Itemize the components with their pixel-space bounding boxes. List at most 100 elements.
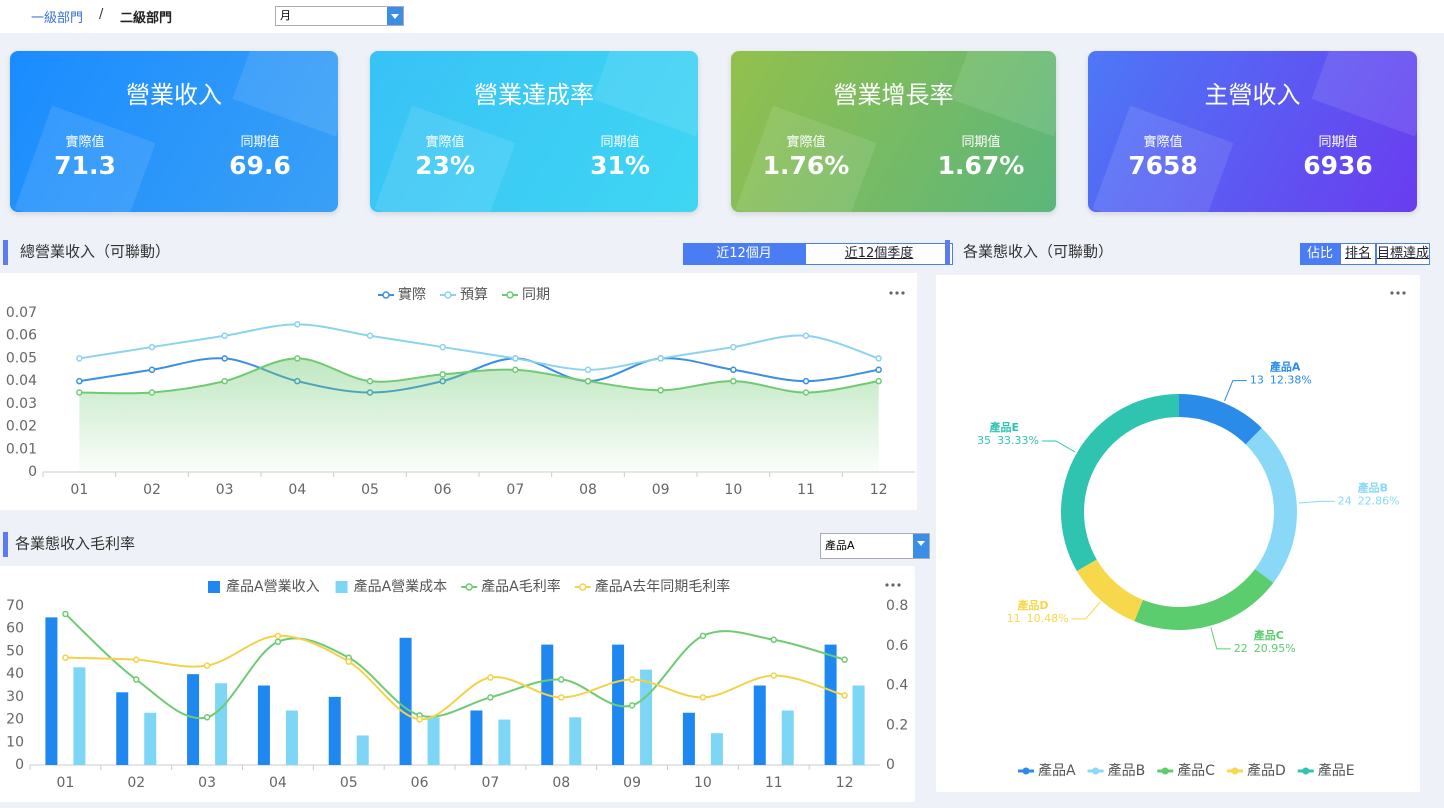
point — [221, 355, 228, 362]
pie-slice — [1076, 559, 1143, 622]
legend-label: 產品A去年同期毛利率 — [595, 578, 731, 595]
kpi-label: 實際值 — [65, 135, 105, 150]
slice-percent: 12.38% — [1270, 374, 1312, 387]
bar — [781, 710, 794, 765]
legend-label: 產品E — [1318, 762, 1355, 779]
x-tick-label: 01 — [57, 775, 75, 791]
point — [802, 389, 810, 396]
kpi-label: 實際值 — [425, 135, 465, 150]
point — [802, 377, 810, 385]
x-tick-label: 02 — [143, 482, 161, 498]
point — [841, 692, 848, 699]
period-select[interactable]: 月 — [275, 6, 404, 26]
tab[interactable]: 近12個月 — [683, 243, 805, 265]
y-tick-label: 0.05 — [6, 350, 37, 366]
line — [65, 634, 845, 721]
x-tick-label: 01 — [70, 482, 88, 498]
top-bar: 一級部門 / 二級部門 月 — [0, 0, 1444, 33]
slice-name: 產品D — [1016, 598, 1048, 612]
breadcrumb-link[interactable]: 一級部門 — [31, 11, 84, 26]
kpi-card: 營業收入 實際值 同期值 71.3 69.6 — [10, 51, 338, 212]
x-tick-label: 05 — [340, 775, 358, 791]
tab-group: 佔比 排名 目標達成 — [1300, 243, 1430, 265]
point — [133, 676, 140, 683]
tab[interactable]: 近12個季度 — [805, 243, 953, 265]
kpi-label: 同期值 — [600, 135, 640, 150]
slice-name: 產品E — [989, 420, 1020, 434]
bar — [753, 685, 766, 765]
slice-value: 13 — [1250, 374, 1264, 387]
x-tick-label: 11 — [765, 775, 783, 791]
y2-tick-label: 0 — [886, 757, 895, 773]
select-value: 月 — [280, 9, 291, 22]
x-tick-label: 03 — [216, 482, 234, 498]
point — [730, 366, 737, 374]
tab[interactable]: 目標達成 — [1376, 243, 1430, 265]
legend-swatch — [1092, 767, 1100, 775]
bar — [356, 735, 369, 765]
y-tick-label: 40 — [6, 666, 24, 682]
y2-tick-label: 0.2 — [886, 717, 908, 733]
kpi-value: 23% — [415, 151, 475, 180]
leader-line — [1298, 500, 1335, 504]
line — [79, 323, 879, 371]
point — [657, 386, 664, 394]
x-tick-label: 04 — [288, 482, 306, 498]
legend-label: 產品B — [1108, 762, 1146, 779]
y-tick-label: 0.07 — [6, 305, 37, 321]
chart-title: 各業態收入（可聯動） — [963, 243, 1113, 261]
pie-slice — [1179, 394, 1262, 445]
x-tick-label: 10 — [694, 775, 712, 791]
point — [439, 371, 446, 378]
legend-swatch — [382, 291, 390, 299]
legend-label: 同期 — [522, 287, 550, 303]
point — [512, 355, 519, 362]
legend-label: 產品D — [1247, 762, 1286, 779]
pie-slice — [1245, 427, 1297, 583]
section-accent — [945, 240, 950, 265]
y2-tick-label: 0.4 — [886, 678, 908, 694]
point — [699, 632, 707, 640]
kpi-title: 主營收入 — [1204, 81, 1301, 109]
slice-percent: 10.48% — [1027, 612, 1069, 625]
select-arrow[interactable] — [913, 534, 929, 558]
kpi-label: 同期值 — [240, 135, 280, 150]
point — [487, 674, 494, 681]
x-tick-label: 06 — [434, 482, 452, 498]
point — [76, 355, 83, 362]
point — [366, 377, 374, 385]
point — [148, 389, 156, 396]
x-tick-label: 06 — [411, 775, 429, 791]
bar — [144, 712, 157, 765]
pie-slice — [1061, 394, 1179, 571]
x-tick-label: 10 — [724, 482, 742, 498]
y-tick-label: 50 — [6, 643, 24, 659]
legend-label: 產品A營業成本 — [354, 578, 448, 595]
y-tick-label: 0.02 — [6, 419, 37, 435]
y2-tick-label: 0.6 — [886, 638, 908, 654]
select-arrow[interactable] — [387, 7, 403, 25]
bar — [682, 712, 695, 765]
x-tick-label: 07 — [482, 775, 500, 791]
bar — [285, 710, 298, 765]
product-select[interactable]: 產品A — [820, 533, 930, 559]
slice-percent: 20.95% — [1254, 642, 1296, 655]
kpi-card: 營業增長率 實際值 同期值 1.76% 1.67% — [731, 51, 1056, 212]
tab[interactable]: 佔比 — [1300, 243, 1340, 265]
more-menu[interactable] — [1390, 291, 1406, 295]
legend-label: 預算 — [460, 287, 488, 303]
kpi-value: 71.3 — [54, 151, 116, 180]
tab[interactable]: 排名 — [1340, 243, 1376, 265]
legend-swatch — [335, 581, 348, 593]
y-tick-label: 10 — [6, 734, 24, 750]
slice-percent: 33.33% — [997, 434, 1039, 447]
point — [203, 714, 211, 721]
point — [558, 694, 565, 701]
more-menu[interactable] — [889, 291, 905, 295]
y-tick-label: 30 — [6, 689, 24, 705]
kpi-value: 1.76% — [762, 151, 850, 180]
leader-line — [1210, 627, 1231, 650]
more-menu[interactable] — [885, 583, 901, 587]
point — [802, 332, 810, 339]
legend-label: 實際 — [398, 286, 426, 303]
